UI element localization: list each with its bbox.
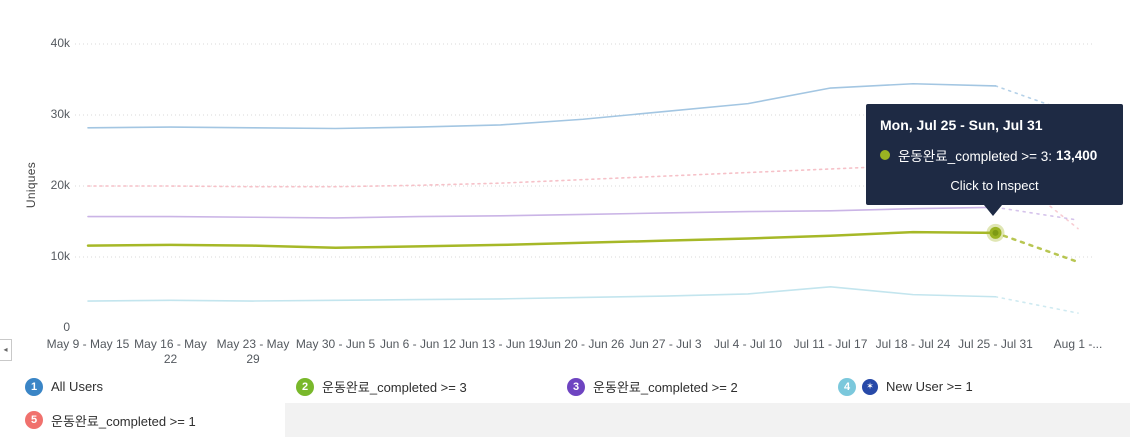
legend-label: 운동완료_completed >= 1 [51,413,196,429]
legend-label: New User >= 1 [886,379,973,394]
legend-number-badge: 5 [25,411,43,429]
y-tick-label: 40k [50,36,70,50]
series-line-partial [994,295,1079,314]
legend-empty-area [285,403,1130,437]
x-tick-label: May 30 - Jun 5 [295,337,376,351]
series-color-dot [880,150,890,160]
y-tick-label: 10k [50,249,70,263]
tooltip-caret [984,205,1002,216]
highlight-marker-core [992,229,999,236]
x-tick-label: Aug 1 -... [1053,337,1103,351]
legend-number-badge: 3 [567,377,585,396]
series-line-partial [994,85,1079,116]
x-tick-label: May 16 - May 22 [134,337,207,366]
legend-row-2: 5 운동완료_completed >= 1 [0,403,1130,437]
legend-item[interactable]: 3 운동완료_completed >= 2 [567,377,838,396]
legend-item[interactable]: 4 ✶ New User >= 1 [838,377,1109,396]
legend-label: All Users [51,379,104,394]
tooltip-series-label: 운동완료_completed >= 3: [898,149,1053,164]
x-tick-label: Jun 13 - Jun 19 [459,337,542,351]
collapse-panel-button[interactable]: ◂ [0,339,12,361]
x-tick-label: Jun 27 - Jul 3 [629,337,702,351]
legend-label: 운동완료_completed >= 3 [322,380,467,395]
x-tick-label: Jun 6 - Jun 12 [379,337,457,351]
line-chart-panel: Uniques Mon, Jul 25 - Sun, Jul 31 운동완료_c… [0,0,1130,366]
legend-row-1: 1 All Users 2 운동완료_completed >= 3 3 운동완료_comp… [0,370,1130,403]
legend-number-badge: 1 [25,377,43,396]
x-tick-label: Jul 11 - Jul 17 [793,337,868,351]
series-line[interactable] [87,206,997,219]
tooltip-series-row: 운동완료_completed >= 3: 13,400 [880,145,1109,165]
series-line[interactable] [87,286,997,302]
legend-item[interactable]: 1 All Users [25,377,296,396]
tooltip-series-value: 13,400 [1056,147,1098,163]
legend-item[interactable]: 2 운동완료_completed >= 3 [296,377,567,396]
series-line-partial [994,231,1080,264]
legend-label: 운동완료_completed >= 2 [593,380,738,395]
x-tick-label: Jul 4 - Jul 10 [713,337,783,351]
x-tick-label: Jul 25 - Jul 31 [958,337,1033,351]
x-tick-label: May 23 - May 29 [216,337,290,366]
y-tick-label: 0 [63,320,70,334]
series-line[interactable] [86,230,997,250]
x-tick-label: Jul 18 - Jul 24 [875,337,951,351]
chart-legend: 1 All Users 2 운동완료_completed >= 3 3 운동완료_comp… [0,370,1130,437]
click-to-inspect-button[interactable]: Click to Inspect [950,178,1039,193]
tooltip-date-range: Mon, Jul 25 - Sun, Jul 31 [880,117,1043,133]
new-user-cohort-icon: ✶ [862,378,878,395]
series-line[interactable] [87,82,997,130]
legend-item[interactable]: 5 운동완료_completed >= 1 [25,411,196,430]
y-tick-label: 20k [50,178,70,192]
legend-number-badge: 2 [296,377,314,396]
chart-canvas[interactable] [0,0,1130,366]
legend-number-badge: 4 [838,377,856,396]
y-tick-label: 30k [50,107,70,121]
x-tick-label: Jun 20 - Jun 26 [541,337,625,351]
x-tick-label: May 9 - May 15 [46,337,130,351]
series-line-partial [994,206,1079,221]
series-line[interactable] [87,161,997,188]
chart-tooltip: Mon, Jul 25 - Sun, Jul 31 운동완료_completed… [866,104,1123,216]
